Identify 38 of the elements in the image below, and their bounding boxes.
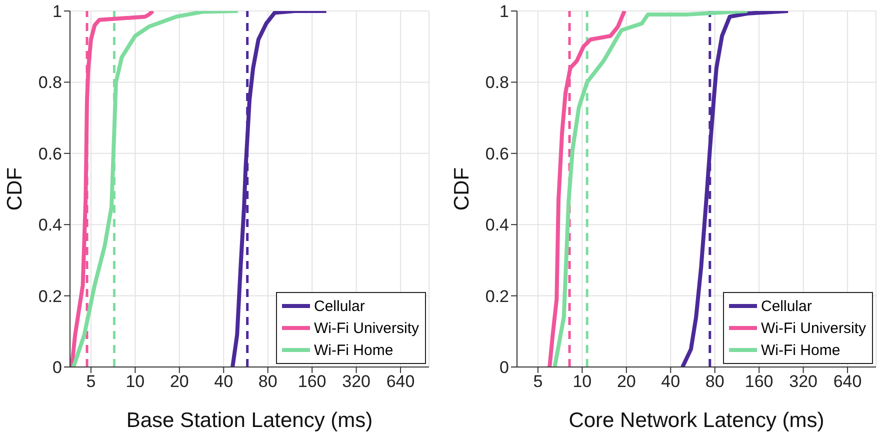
x-axis-title: Base Station Latency (ms) xyxy=(126,409,373,432)
x-tick-label: 40 xyxy=(214,372,234,392)
x-tick-label: 160 xyxy=(298,372,326,392)
y-tick-label: 0 xyxy=(52,358,62,378)
x-tick-label: 160 xyxy=(744,372,774,392)
y-tick-label: 0.4 xyxy=(485,216,509,235)
legend-label: Wi-Fi Home xyxy=(314,342,394,358)
x-tick-label: 320 xyxy=(342,372,370,392)
y-tick-label: 0.6 xyxy=(38,144,62,164)
x-tick-label: 5 xyxy=(86,372,96,392)
legend-label: Cellular xyxy=(314,298,365,314)
x-tick-label: 5 xyxy=(533,372,543,392)
x-tick-label: 40 xyxy=(661,372,680,392)
legend-label: Wi-Fi University xyxy=(314,320,419,336)
x-tick-label: 640 xyxy=(386,372,415,392)
y-axis-title: CDF xyxy=(3,167,26,211)
x-tick-label: 20 xyxy=(170,372,189,392)
y-tick-label: 1 xyxy=(500,2,509,22)
legend-label: Wi-Fi University xyxy=(761,320,866,336)
x-tick-label: 10 xyxy=(572,372,592,392)
x-tick-label: 20 xyxy=(616,372,636,392)
x-tick-label: 320 xyxy=(789,372,818,392)
y-tick-label: 0.6 xyxy=(485,144,509,164)
y-tick-label: 0.2 xyxy=(485,286,509,306)
y-tick-label: 0.4 xyxy=(38,216,62,235)
y-tick-label: 1 xyxy=(52,2,62,22)
y-axis-title: CDF xyxy=(450,167,474,211)
x-tick-label: 80 xyxy=(258,372,278,392)
legend-label: Cellular xyxy=(761,298,812,314)
legend-label: Wi-Fi Home xyxy=(761,342,840,358)
x-tick-label: 10 xyxy=(126,372,145,392)
y-tick-label: 0.2 xyxy=(38,286,62,306)
y-tick-label: 0 xyxy=(500,358,509,378)
x-tick-label: 80 xyxy=(705,372,724,392)
y-tick-label: 0.8 xyxy=(485,73,509,92)
y-tick-label: 0.8 xyxy=(38,73,62,92)
x-axis-title: Core Network Latency (ms) xyxy=(568,409,824,432)
x-tick-label: 640 xyxy=(833,372,862,392)
